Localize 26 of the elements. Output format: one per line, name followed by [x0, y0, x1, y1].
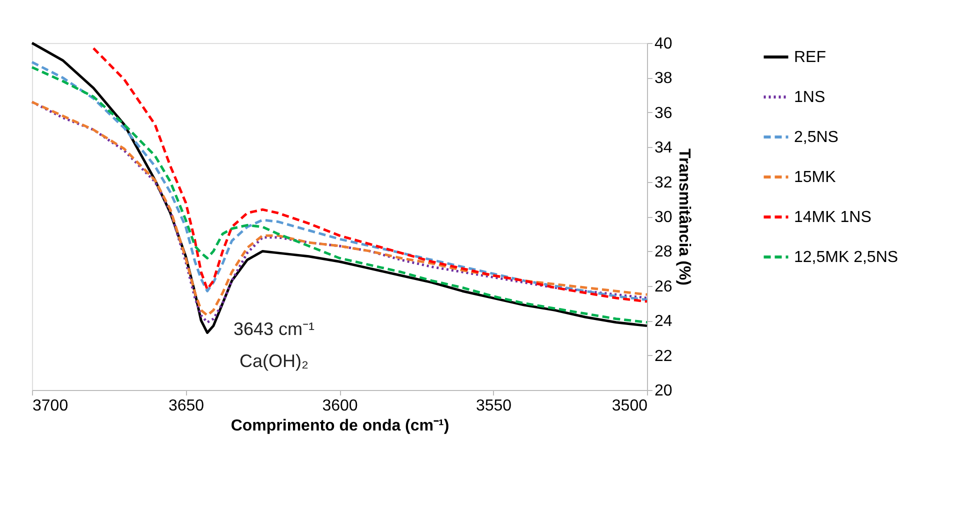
legend-label: 12,5MK 2,5NS — [794, 249, 898, 266]
annotation: 3643 cm⁻¹ — [233, 319, 315, 339]
y-tick-label: 32 — [654, 174, 672, 192]
y-tick-label: 30 — [654, 209, 672, 226]
y-tick-label: 20 — [654, 382, 672, 400]
y-tick-label: 28 — [654, 244, 672, 261]
y-tick-label: 24 — [654, 313, 672, 330]
x-tick-label: 3500 — [612, 398, 648, 414]
x-tick-label: 3550 — [476, 398, 512, 414]
x-tick-label: 3700 — [32, 398, 68, 414]
legend-label: 2,5NS — [794, 129, 838, 146]
y-tick-label: 36 — [654, 104, 672, 122]
y-axis-title: Transmitância (%) — [675, 148, 692, 286]
legend-label: 14MK 1NS — [794, 209, 872, 226]
y-tick-label: 38 — [654, 70, 672, 88]
legend-label: 15MK — [794, 169, 836, 186]
y-tick-label: 22 — [654, 348, 672, 365]
y-tick-label: 34 — [654, 140, 672, 157]
x-tick-label: 3650 — [168, 398, 204, 414]
annotation: Ca(OH)₂ — [240, 351, 308, 371]
y-tick-label: 40 — [654, 36, 672, 52]
x-tick-label: 3600 — [322, 398, 358, 414]
legend-label: REF — [794, 49, 826, 66]
y-tick-label: 26 — [654, 278, 672, 296]
legend-label: 1NS — [794, 89, 826, 106]
x-axis-title: Comprimento de onda (cm⁻¹) — [230, 418, 450, 434]
